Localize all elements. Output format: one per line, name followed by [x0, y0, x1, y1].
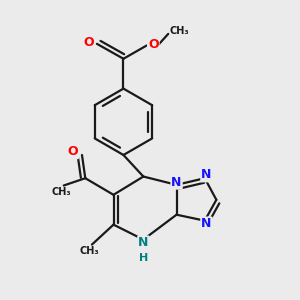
- Text: O: O: [68, 145, 78, 158]
- Text: H: H: [139, 253, 148, 263]
- Text: N: N: [201, 218, 212, 230]
- Text: N: N: [201, 168, 212, 182]
- Text: CH₃: CH₃: [170, 26, 190, 36]
- Text: N: N: [171, 176, 182, 189]
- Text: O: O: [148, 38, 159, 51]
- Text: CH₃: CH₃: [80, 246, 99, 256]
- Text: O: O: [83, 36, 94, 49]
- Text: N: N: [138, 236, 148, 249]
- Text: CH₃: CH₃: [51, 187, 71, 197]
